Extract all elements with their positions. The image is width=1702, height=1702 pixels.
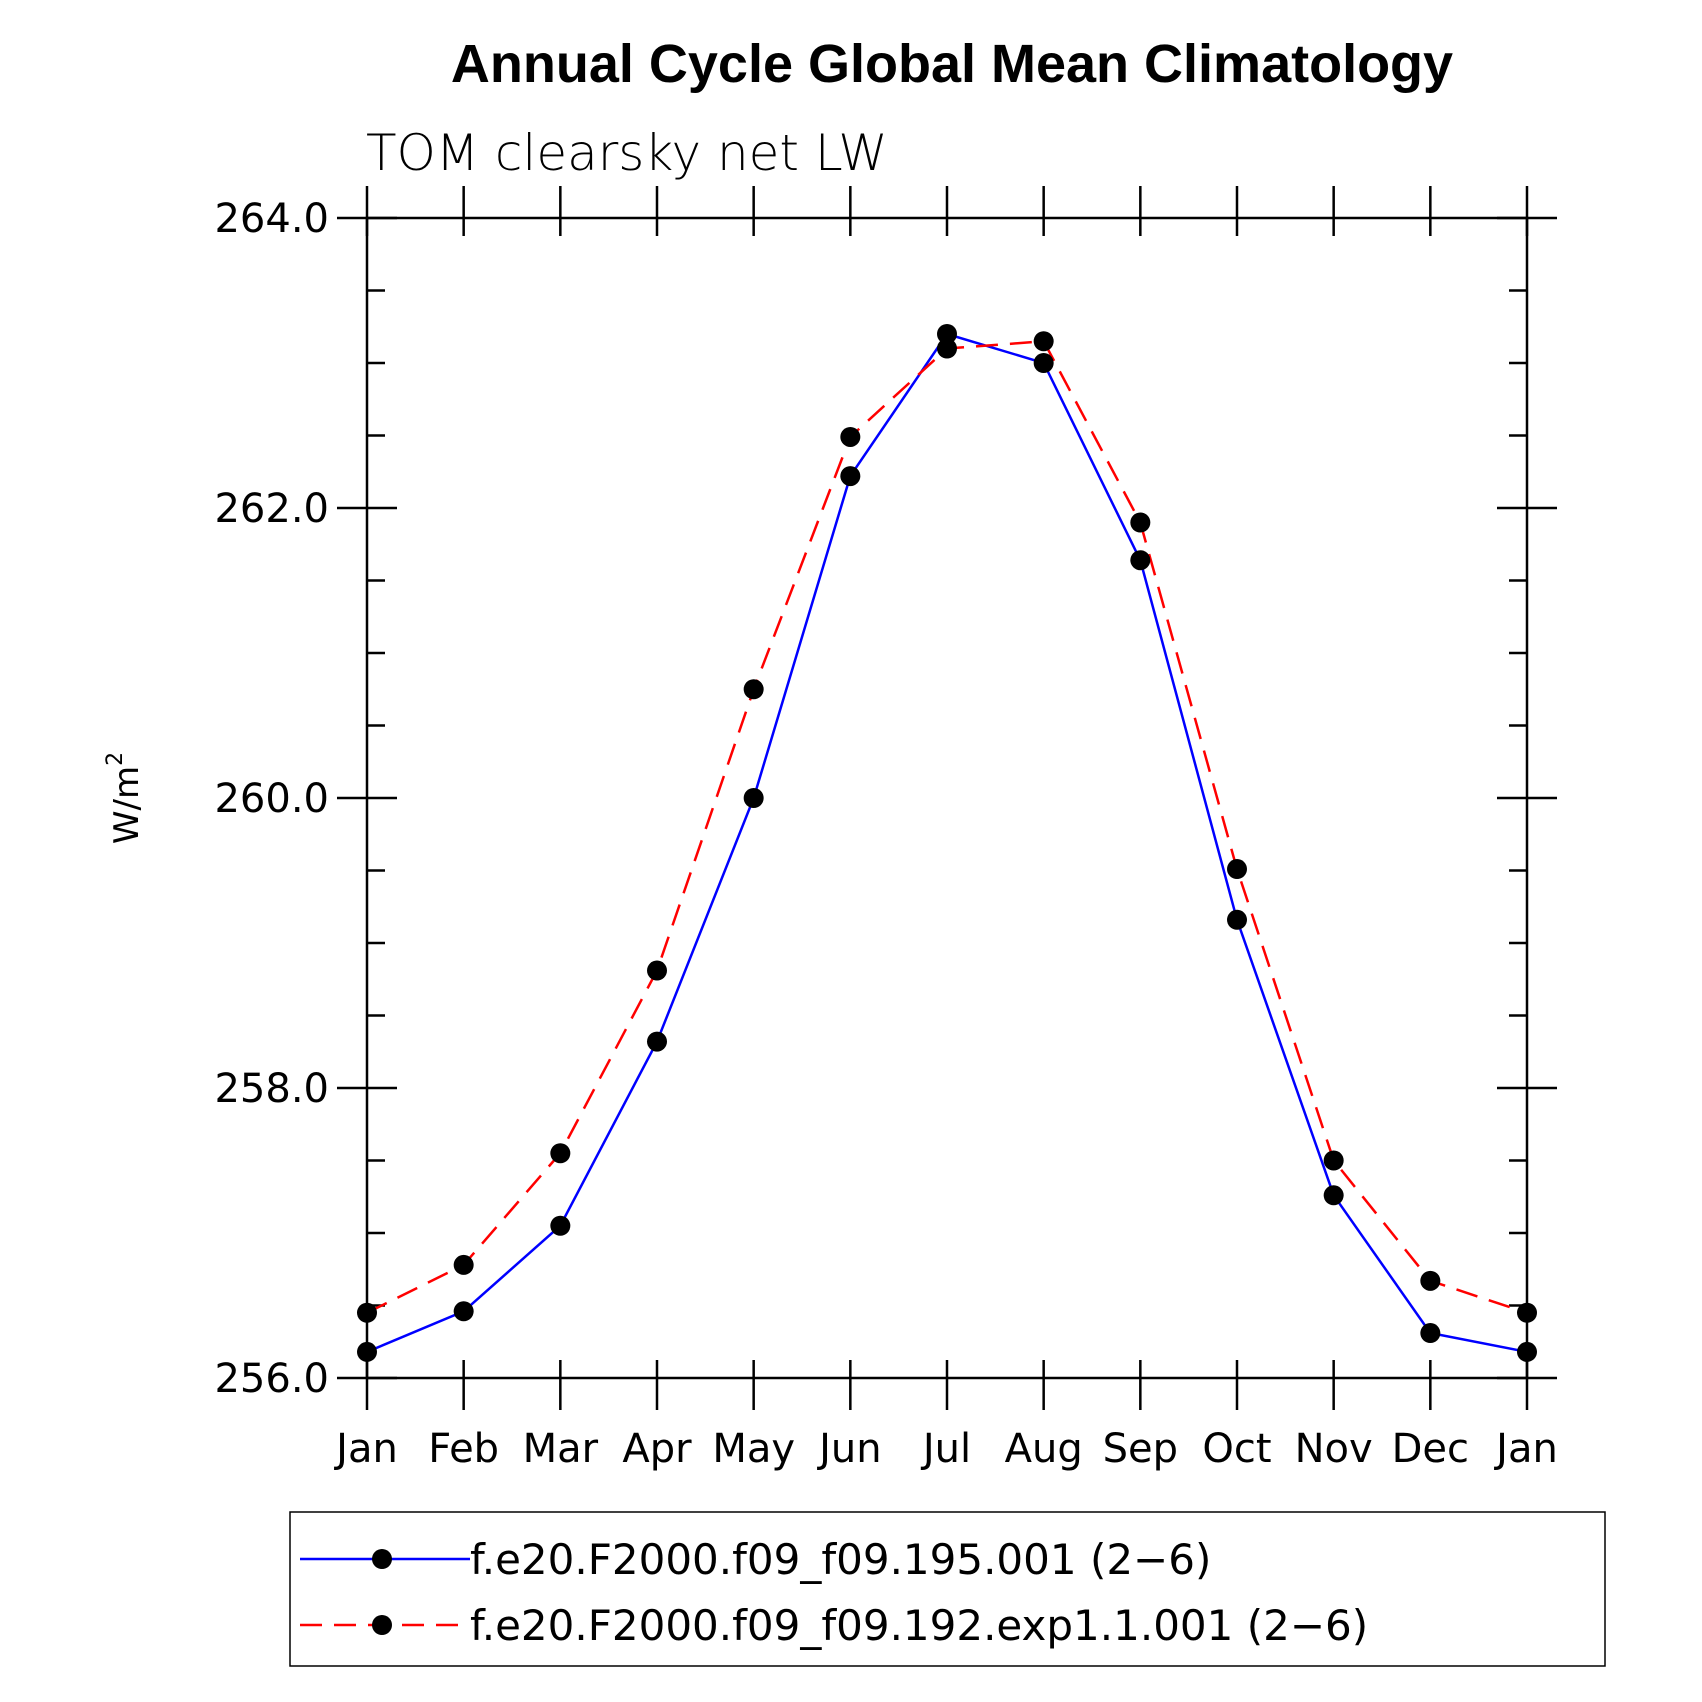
series-2-point xyxy=(1323,1150,1344,1171)
x-axis: Jan Feb Mar Apr May Jun Jul Aug Sep Oct Nov Dec Jan xyxy=(333,186,1558,1472)
series-1-point xyxy=(453,1301,474,1322)
series-2-point xyxy=(1130,512,1151,533)
y-axis-label-exponent: 2 xyxy=(103,752,128,766)
y-tick-label: 258.0 xyxy=(214,1066,329,1112)
legend-box xyxy=(289,1511,1606,1667)
series-1-point xyxy=(1517,1341,1537,1362)
series-2-point xyxy=(1227,859,1247,880)
x-tick-label: Aug xyxy=(1005,1426,1083,1472)
x-tick-label: Jan xyxy=(1493,1426,1558,1472)
series-1-point xyxy=(1227,909,1247,930)
x-tick-label: Nov xyxy=(1295,1426,1373,1472)
series-2-point xyxy=(357,1302,377,1323)
x-tick-label: Dec xyxy=(1392,1426,1469,1472)
y-tick-label: 256.0 xyxy=(214,1356,329,1402)
series-2-point xyxy=(453,1254,474,1275)
series-1-point xyxy=(1130,550,1151,571)
y-tick-label: 264.0 xyxy=(214,196,329,242)
series-1-point xyxy=(743,788,764,808)
series-2-point xyxy=(1420,1270,1441,1291)
legend-marker-2 xyxy=(372,1615,392,1635)
y-tick-label: 262.0 xyxy=(214,486,329,532)
x-tick-label: Sep xyxy=(1103,1426,1178,1472)
series-2-point xyxy=(1033,331,1054,352)
series-2-point xyxy=(743,679,764,700)
series-2-point xyxy=(647,960,667,981)
series-1-point xyxy=(1420,1323,1441,1344)
x-tick-label: Oct xyxy=(1202,1426,1271,1472)
series-2-point xyxy=(1517,1302,1537,1323)
series-layer xyxy=(357,324,1537,1362)
series-1-point xyxy=(840,466,861,487)
x-tick-label: Jul xyxy=(920,1426,971,1472)
x-tick-label: Apr xyxy=(622,1426,692,1472)
y-axis-label: W/m2 xyxy=(103,752,147,844)
series-1-point xyxy=(1323,1185,1344,1206)
legend-marker-1 xyxy=(372,1549,392,1569)
svg-text:W/m2: W/m2 xyxy=(103,752,147,844)
chart-title: Annual Cycle Global Mean Climatology xyxy=(451,34,1453,94)
x-tick-label: Mar xyxy=(523,1426,599,1472)
series-2-point xyxy=(550,1143,571,1164)
chart-subtitle: TOM clearsky net LW xyxy=(366,124,888,182)
series-2-point xyxy=(937,338,957,359)
series-1-point xyxy=(647,1031,667,1052)
x-tick-label: May xyxy=(712,1426,795,1472)
legend: f.e20.F2000.f09_f09.195.001 (2−6) f.e20.F… xyxy=(300,1535,1368,1650)
y-axis-label-unit: W/m xyxy=(107,766,147,844)
series-1-point xyxy=(937,324,957,344)
series-1-point xyxy=(357,1341,377,1362)
series-1-point xyxy=(1033,353,1054,373)
x-tick-label: Jan xyxy=(333,1426,398,1472)
series-1-point xyxy=(550,1215,571,1236)
x-tick-label: Jun xyxy=(816,1426,882,1472)
series-2-point xyxy=(840,426,861,447)
x-tick-label: Feb xyxy=(428,1426,499,1472)
legend-label-1: f.e20.F2000.f09_f09.195.001 (2−6) xyxy=(470,1535,1211,1584)
y-tick-label: 260.0 xyxy=(214,776,329,822)
legend-label-2: f.e20.F2000.f09_f09.192.exp1.1.001 (2−6) xyxy=(470,1601,1368,1650)
